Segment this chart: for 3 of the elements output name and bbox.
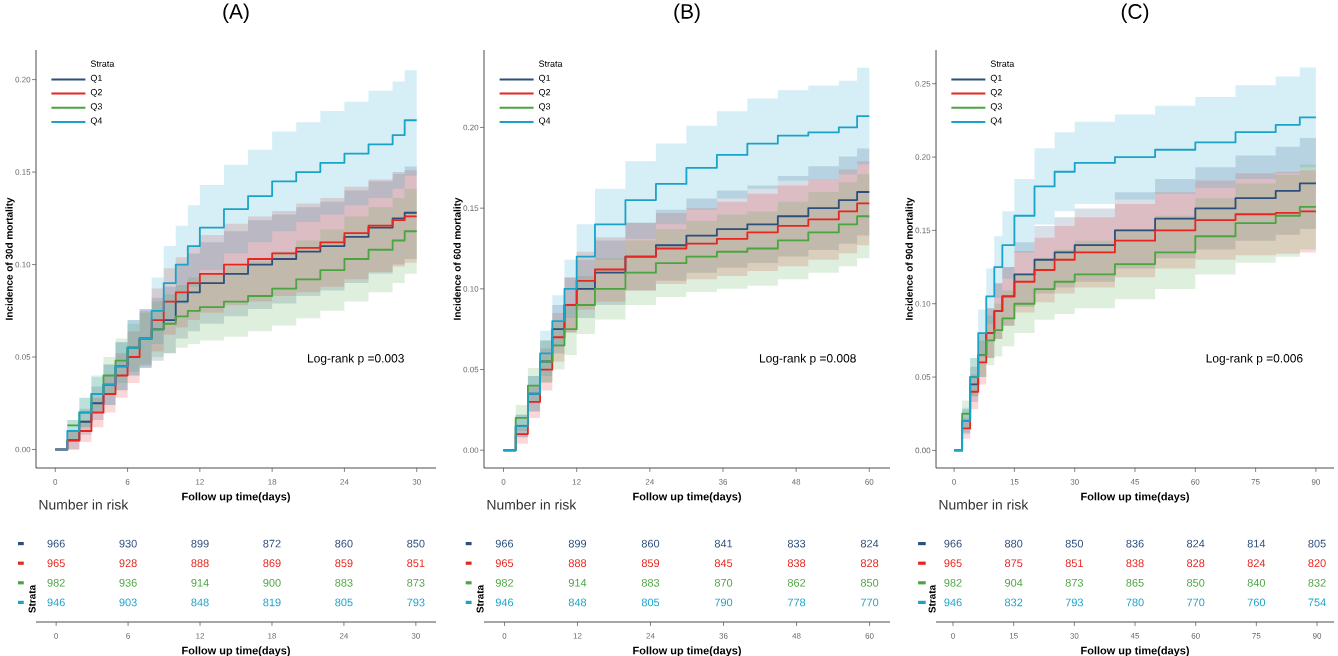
chart-title: (B) <box>674 3 700 24</box>
chart-title: (C) <box>1121 3 1149 24</box>
chart-title: (A) <box>223 3 249 24</box>
